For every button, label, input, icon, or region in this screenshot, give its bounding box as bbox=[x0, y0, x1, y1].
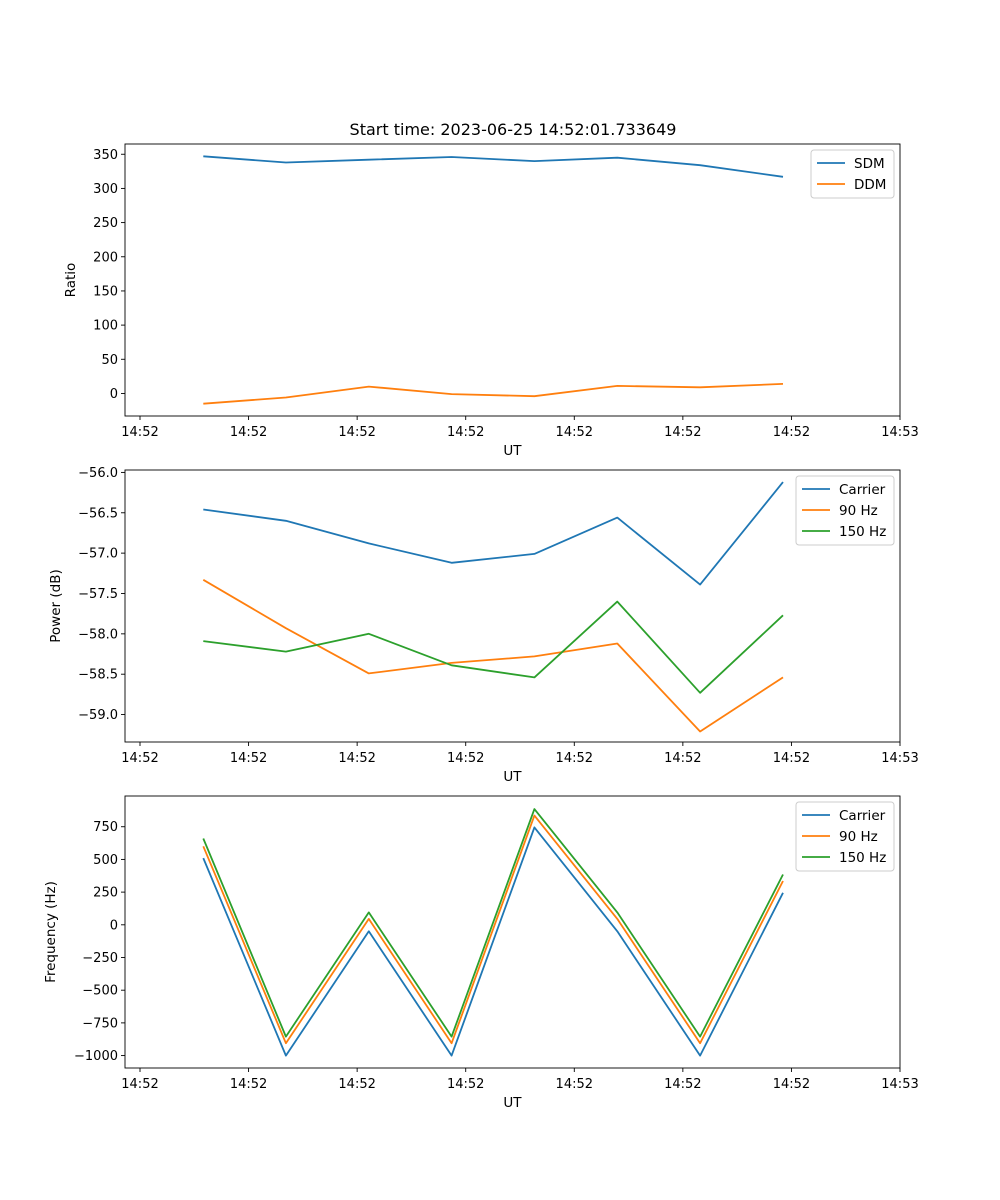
y-tick-label: 500 bbox=[93, 853, 118, 868]
y-tick-label: −57.5 bbox=[78, 587, 118, 602]
series-line-150-hz bbox=[203, 600, 784, 694]
legend-label: DDM bbox=[854, 177, 886, 193]
y-tick-label: −56.5 bbox=[78, 506, 118, 521]
x-tick-label: 14:53 bbox=[881, 751, 918, 766]
y-tick-label: 50 bbox=[101, 353, 118, 368]
y-tick-label: 0 bbox=[110, 387, 118, 402]
chart-panel-3: 14:52 14:52 14:52 14:52 14:52 14:52 14:52 14:53… bbox=[43, 795, 919, 1111]
legend-label: 90 Hz bbox=[839, 829, 878, 845]
y-tick-label: −57.0 bbox=[78, 547, 118, 562]
x-tick-label: 14:52 bbox=[773, 425, 810, 440]
legend: SDM DDM bbox=[810, 149, 895, 199]
y-tick-label: −500 bbox=[82, 984, 118, 999]
y-axis-label: Frequency (Hz) bbox=[43, 881, 59, 983]
x-tick-label: 14:52 bbox=[338, 751, 375, 766]
x-tick-label: 14:52 bbox=[121, 1077, 158, 1092]
y-tick-label: −56.0 bbox=[78, 466, 118, 481]
legend-box bbox=[795, 801, 895, 872]
x-tick-label: 14:53 bbox=[881, 425, 918, 440]
chart-panel-1: 14:52 14:52 14:52 14:52 14:52 14:52 14:52 14:53… bbox=[63, 143, 919, 459]
legend-box bbox=[795, 475, 895, 546]
x-tick-label: 14:52 bbox=[664, 425, 701, 440]
x-tick-label: 14:52 bbox=[664, 1077, 701, 1092]
axes-frame bbox=[124, 795, 901, 1069]
y-tick-label: −58.5 bbox=[78, 668, 118, 683]
x-tick-label: 14:52 bbox=[664, 751, 701, 766]
y-tick-label: 200 bbox=[93, 250, 118, 265]
y-tick-label: 350 bbox=[93, 148, 118, 163]
x-tick-label: 14:52 bbox=[556, 1077, 593, 1092]
series-line-sdm bbox=[203, 155, 784, 178]
axes-frame bbox=[124, 469, 901, 743]
y-tick-label: −58.0 bbox=[78, 627, 118, 642]
x-tick-label: 14:52 bbox=[773, 751, 810, 766]
x-tick-label: 14:52 bbox=[556, 751, 593, 766]
x-tick-label: 14:52 bbox=[338, 1077, 375, 1092]
y-tick-label: 250 bbox=[93, 886, 118, 901]
y-tick-label: 100 bbox=[93, 319, 118, 334]
y-tick-label: −750 bbox=[82, 1016, 118, 1031]
y-tick-label: −59.0 bbox=[78, 708, 118, 723]
y-tick-label: 750 bbox=[93, 820, 118, 835]
x-tick-label: 14:52 bbox=[447, 425, 484, 440]
x-tick-label: 14:52 bbox=[121, 425, 158, 440]
x-tick-label: 14:52 bbox=[121, 751, 158, 766]
panels: 14:52 14:52 14:52 14:52 14:52 14:52 14:52 14:53… bbox=[43, 143, 919, 1111]
x-tick-label: 14:52 bbox=[230, 425, 267, 440]
y-tick-label: 0 bbox=[110, 918, 118, 933]
legend-label: SDM bbox=[854, 156, 885, 172]
legend-box bbox=[810, 149, 895, 199]
series-line-carrier bbox=[203, 481, 784, 586]
x-axis-label: UT bbox=[503, 769, 522, 785]
y-axis-label: Ratio bbox=[63, 263, 79, 298]
legend: Carrier 90 Hz 150 Hz bbox=[795, 801, 895, 872]
y-axis-label: Power (dB) bbox=[48, 569, 64, 642]
y-tick-label: 150 bbox=[93, 284, 118, 299]
x-tick-label: 14:52 bbox=[556, 425, 593, 440]
legend-label: 90 Hz bbox=[839, 503, 878, 519]
x-tick-label: 14:53 bbox=[881, 1077, 918, 1092]
axes-frame bbox=[124, 143, 901, 417]
x-tick-label: 14:52 bbox=[447, 751, 484, 766]
legend-label: Carrier bbox=[839, 808, 886, 824]
x-tick-label: 14:52 bbox=[447, 1077, 484, 1092]
legend-label: Carrier bbox=[839, 482, 886, 498]
y-tick-label: −1000 bbox=[74, 1049, 118, 1064]
legend: Carrier 90 Hz 150 Hz bbox=[795, 475, 895, 546]
x-axis-label: UT bbox=[503, 1095, 522, 1111]
x-tick-label: 14:52 bbox=[230, 751, 267, 766]
x-tick-label: 14:52 bbox=[773, 1077, 810, 1092]
figure-title: Start time: 2023-06-25 14:52:01.733649 bbox=[350, 120, 677, 139]
legend-label: 150 Hz bbox=[839, 850, 886, 866]
y-tick-label: 300 bbox=[93, 182, 118, 197]
series-line-90-hz bbox=[202, 579, 784, 733]
x-axis-label: UT bbox=[503, 443, 522, 459]
series-line-90-hz bbox=[202, 814, 784, 1045]
series-line-ddm bbox=[203, 383, 784, 405]
y-tick-label: 250 bbox=[93, 216, 118, 231]
x-tick-label: 14:52 bbox=[338, 425, 375, 440]
y-tick-label: −250 bbox=[82, 951, 118, 966]
x-tick-label: 14:52 bbox=[230, 1077, 267, 1092]
legend-label: 150 Hz bbox=[839, 524, 886, 540]
series-line-150-hz bbox=[202, 808, 784, 1038]
series-line-carrier bbox=[202, 826, 784, 1057]
chart-panel-2: 14:52 14:52 14:52 14:52 14:52 14:52 14:52 14:53… bbox=[48, 466, 919, 785]
